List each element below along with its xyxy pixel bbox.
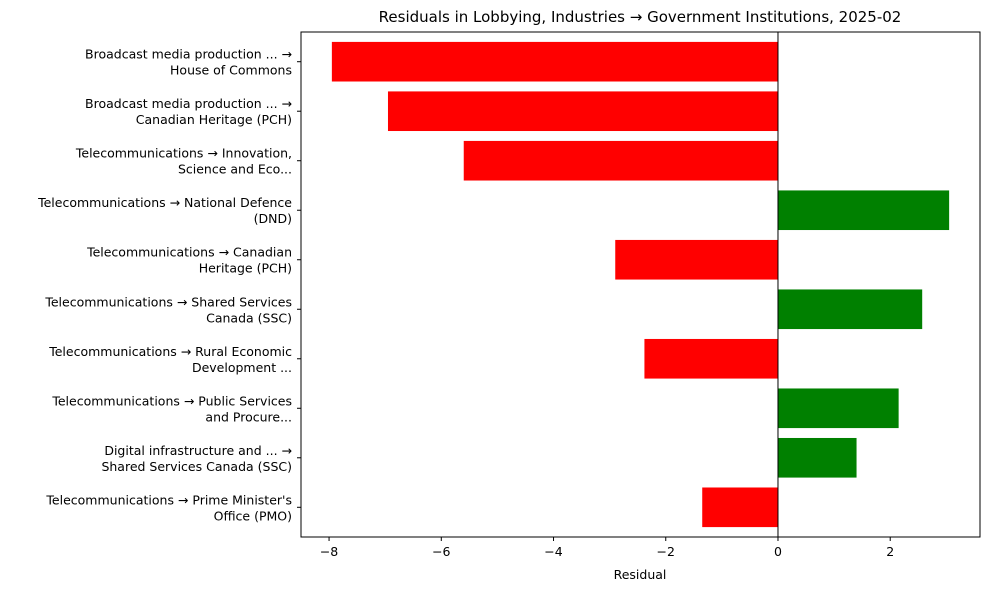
chart-title: Residuals in Lobbying, Industries → Gove…: [379, 8, 902, 26]
bar-2: [387, 91, 778, 132]
bar-7: [644, 338, 778, 379]
y-tick-label-10: Telecommunications → Prime Minister's Off…: [45, 492, 292, 523]
bar-3: [463, 140, 778, 181]
y-tick-label-7: Telecommunications → Rural Economic Devel…: [48, 344, 292, 375]
y-tick-label-2: Broadcast media production ... → Canadian…: [85, 96, 292, 127]
bar-5: [615, 239, 778, 280]
plot-frame: [300, 31, 981, 538]
x-tick-label-6: 2: [886, 544, 894, 559]
y-tick-label-3: Telecommunications → Innovation, Science …: [75, 146, 292, 177]
x-tick-label-5: 0: [774, 544, 782, 559]
y-tick-label-8: Telecommunications → Public Services and …: [51, 393, 292, 424]
y-tick-label-4: Telecommunications → National Defence (DN…: [37, 195, 292, 226]
bar-1: [331, 41, 778, 82]
x-tick-label-3: −4: [544, 544, 562, 559]
y-tick-label-9: Digital infrastructure and ... → Shared S…: [101, 443, 292, 474]
bar-10: [702, 487, 778, 528]
x-tick-label-4: −2: [657, 544, 675, 559]
y-tick-label-6: Telecommunications → Shared Services Cana…: [44, 294, 292, 325]
bar-4: [777, 190, 950, 231]
y-tick-label-5: Telecommunications → Canadian Heritage (P…: [86, 245, 292, 276]
y-tick-label-1: Broadcast media production ... → House of…: [85, 47, 292, 78]
bar-6: [777, 289, 923, 330]
x-axis-label: Residual: [614, 567, 667, 582]
bar-8: [777, 388, 899, 429]
bars-layer: [331, 41, 950, 528]
x-tick-label-2: −6: [432, 544, 450, 559]
x-axis-ticks: −8 −6 −4 −2 0 2: [320, 537, 894, 559]
bar-9: [777, 437, 857, 478]
x-tick-label-1: −8: [320, 544, 338, 559]
y-axis-labels: Broadcast media production ... → House of…: [37, 47, 301, 523]
